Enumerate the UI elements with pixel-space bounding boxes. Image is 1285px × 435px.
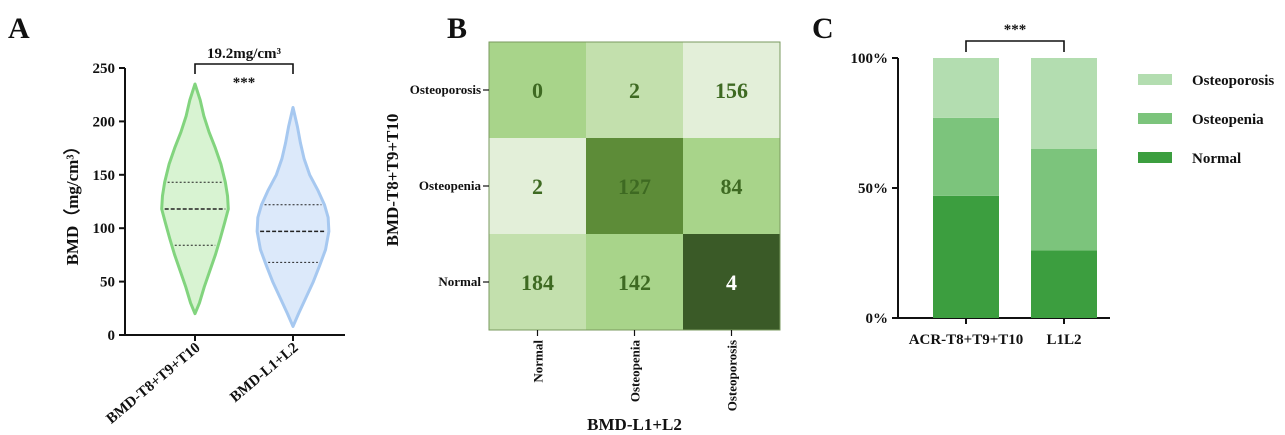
x-axis-title: BMD-L1+L2 [587, 415, 682, 434]
heatmap-value: 142 [618, 270, 651, 295]
y-tick-label: Osteoporosis [410, 82, 481, 97]
stacked-bar-segment [1031, 149, 1097, 251]
y-tick-label: 50% [858, 181, 888, 197]
significance-bracket [194, 63, 294, 74]
x-tick-label: BMD-L1+L2 [227, 340, 301, 406]
x-tick-label: L1L2 [1046, 332, 1081, 348]
stacked-bar-segment [1031, 58, 1097, 149]
panel-b-heatmap: 0 2 156 2 127 84 184 142 4 Osteoporosis Osteopenia… [383, 41, 781, 434]
heatmap-value: 4 [726, 270, 737, 295]
x-tick-label: Osteoporosis [725, 340, 740, 411]
heatmap-cell [683, 138, 780, 234]
panel-a-violin-chart: 0 50 100 150 200 250 BMD（mg/cm³） BMD-T8+T9+T10 B… [62, 46, 345, 427]
stacked-bar-segment [933, 58, 999, 118]
heatmap-value: 127 [618, 174, 651, 199]
legend-label: Osteoporosis [1192, 73, 1274, 89]
heatmap-value: 184 [521, 270, 554, 295]
y-tick-label: 200 [93, 114, 116, 130]
heatmap-cell [489, 42, 586, 138]
y-tick-label: 100 [93, 221, 116, 237]
legend-label: Normal [1192, 151, 1241, 167]
panel-letter-a: A [8, 12, 30, 45]
panel-c-stacked-bar-chart: 0% 50% 100% ACR-T8+T9+T10 L1L2 *** Osteoporosi… [851, 22, 1275, 348]
y-tick-label: 0 [108, 328, 116, 344]
heatmap-value: 2 [532, 174, 543, 199]
significance-stars: *** [1004, 22, 1027, 38]
significance-stars: *** [233, 75, 256, 91]
stacked-bar-segment [1031, 250, 1097, 318]
legend-swatch [1138, 152, 1172, 163]
bracket-label: 19.2mg/cm³ [207, 46, 282, 62]
panel-letter-c: C [812, 12, 834, 45]
panel-letter-b: B [447, 12, 467, 45]
x-tick-label: Osteopenia [628, 340, 643, 403]
y-tick-label: 250 [93, 61, 116, 77]
heatmap-cell [683, 42, 780, 138]
y-axis-title: BMD（mg/cm³） [62, 138, 82, 266]
significance-bracket [965, 40, 1065, 52]
x-tick-label: BMD-T8+T9+T10 [104, 340, 204, 428]
heatmap-cell [489, 138, 586, 234]
heatmap-value: 156 [715, 78, 748, 103]
heatmap-cell [489, 234, 586, 330]
heatmap-value: 84 [721, 174, 743, 199]
stacked-bar-segment [933, 117, 999, 196]
y-tick-label: 150 [93, 168, 116, 184]
heatmap-cell [586, 42, 683, 138]
heatmap-cell [683, 234, 780, 330]
violin-1 [160, 82, 230, 316]
legend-swatch [1138, 113, 1172, 124]
y-axis-title: BMD-T8+T9+T10 [383, 114, 402, 247]
y-tick-label: 0% [866, 311, 889, 327]
heatmap-cell [586, 234, 683, 330]
legend-label: Osteopenia [1192, 112, 1264, 128]
stacked-bar-segment [933, 195, 999, 318]
y-tick-label: Normal [438, 274, 481, 289]
heatmap-value: 0 [532, 78, 543, 103]
y-tick-label: 50 [100, 275, 115, 291]
y-tick-label: Osteopenia [419, 178, 482, 193]
x-tick-label: Normal [531, 340, 546, 383]
violin-2 [255, 106, 331, 328]
heatmap-value: 2 [629, 78, 640, 103]
x-tick-label: ACR-T8+T9+T10 [909, 332, 1024, 348]
y-tick-label: 100% [851, 51, 889, 67]
heatmap-cell [586, 138, 683, 234]
legend-swatch [1138, 74, 1172, 85]
